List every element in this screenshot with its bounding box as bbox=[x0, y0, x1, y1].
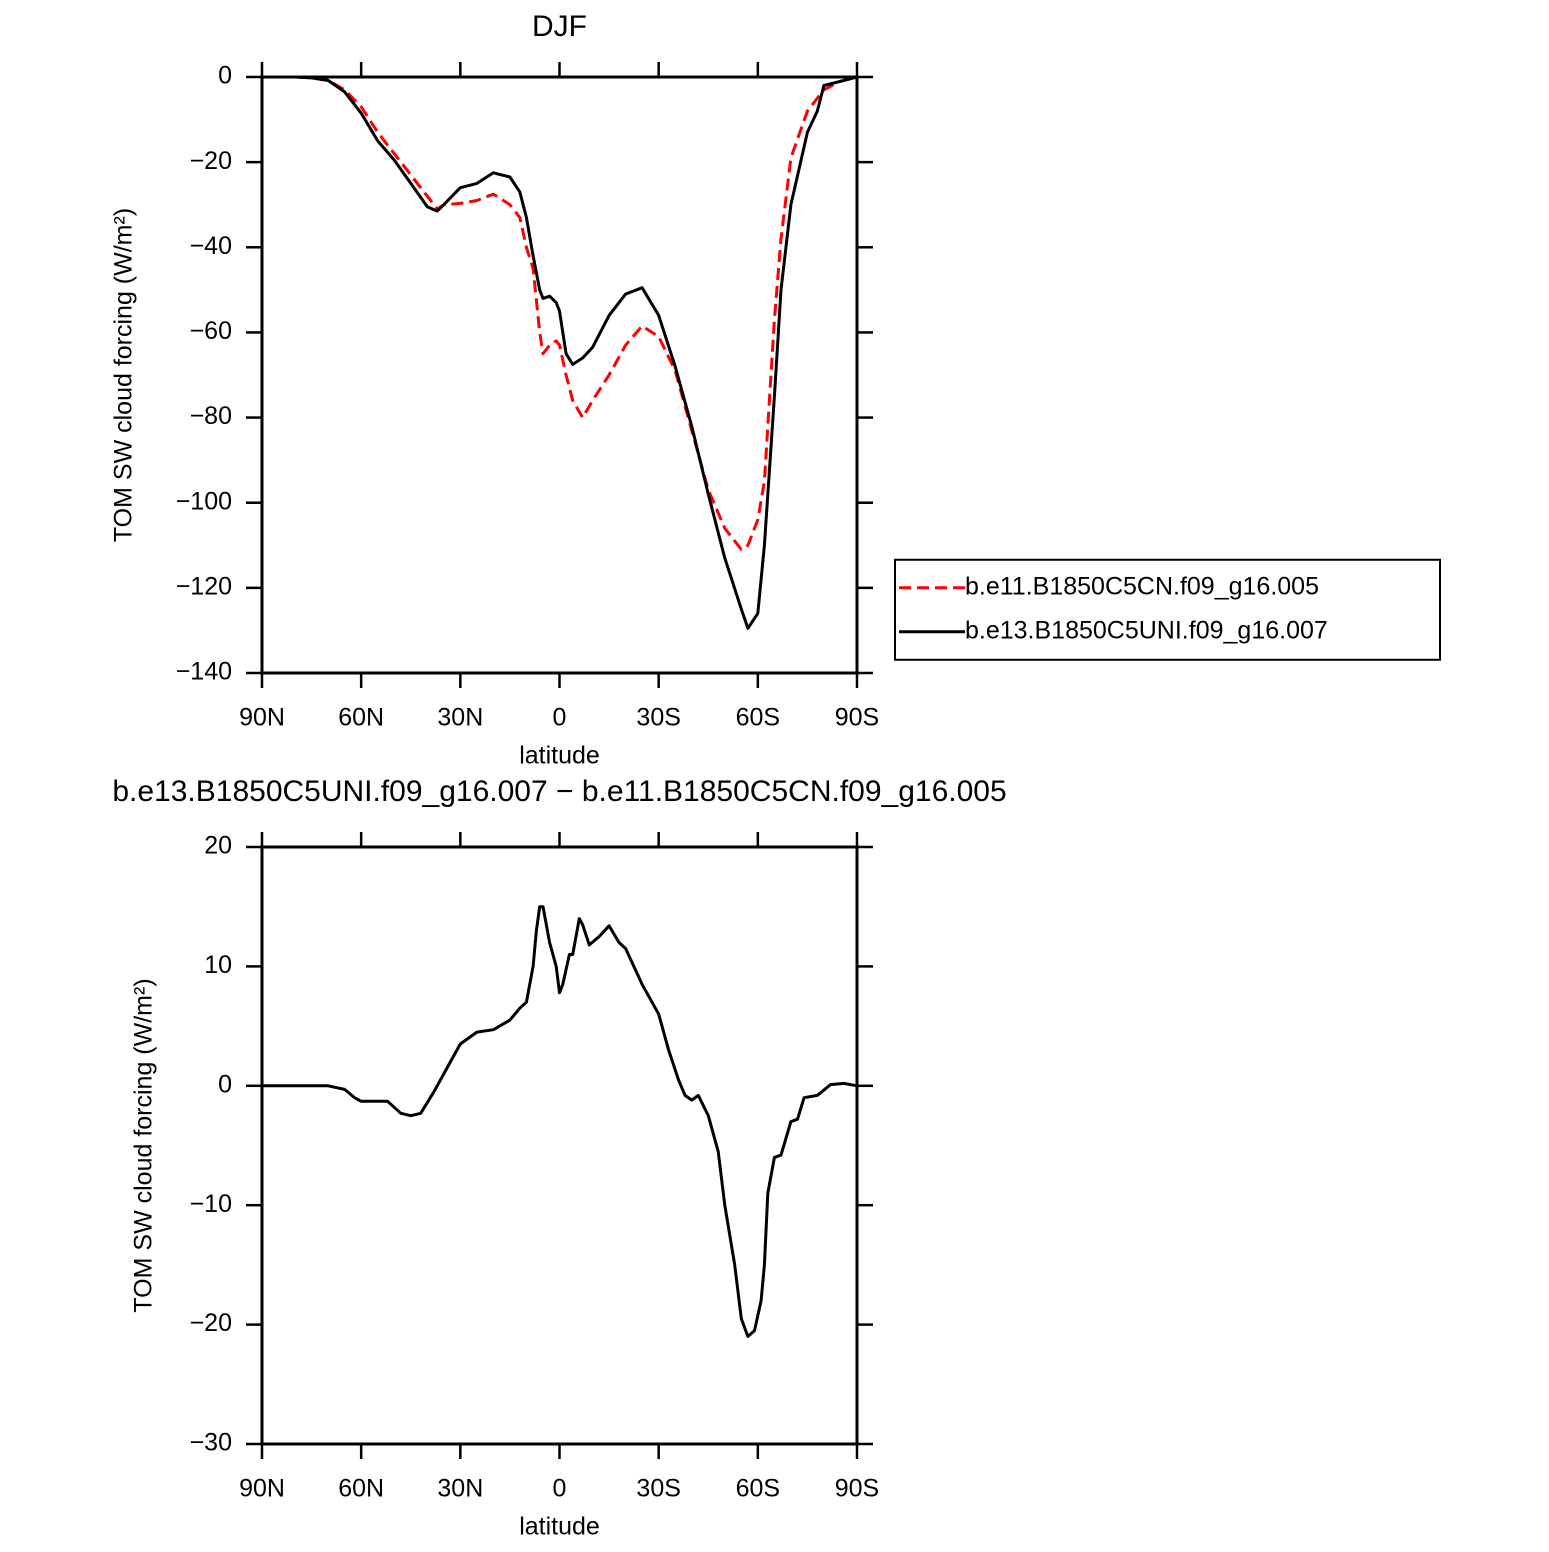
x-axis-label: latitude bbox=[519, 1513, 600, 1541]
y-tick-label: 20 bbox=[204, 832, 232, 860]
x-tick-label: 90S bbox=[835, 1475, 879, 1503]
plot-frame bbox=[260, 75, 859, 675]
y-axis-label: TOM SW cloud forcing (W/m²) bbox=[110, 208, 138, 542]
x-tick-label: 90S bbox=[835, 704, 879, 732]
y-tick-label: −20 bbox=[190, 1309, 232, 1337]
x-tick-label: 30S bbox=[636, 704, 680, 732]
x-tick-label: 30N bbox=[437, 1475, 483, 1503]
legend-label: b.e13.B1850C5UNI.f09_g16.007 bbox=[965, 616, 1328, 644]
data-line bbox=[262, 905, 858, 1338]
x-axis-label: latitude bbox=[519, 742, 600, 770]
y-tick-label: −120 bbox=[176, 572, 232, 600]
x-tick-label: 60S bbox=[736, 1475, 780, 1503]
x-tick-label: 90N bbox=[239, 704, 285, 732]
data-line bbox=[262, 75, 858, 630]
plot-frame bbox=[260, 845, 859, 1446]
x-tick-label: 60S bbox=[736, 704, 780, 732]
y-axis-label: TOM SW cloud forcing (W/m²) bbox=[130, 978, 158, 1312]
legend-box bbox=[894, 558, 1441, 661]
chart-title: DJF bbox=[532, 10, 587, 43]
y-tick-label: 10 bbox=[204, 951, 232, 979]
data-line bbox=[262, 75, 858, 551]
y-tick-label: 0 bbox=[218, 62, 232, 90]
x-tick-label: 90N bbox=[239, 1475, 285, 1503]
x-tick-label: 0 bbox=[553, 704, 567, 732]
legend-label: b.e11.B1850C5CN.f09_g16.005 bbox=[965, 572, 1319, 600]
y-tick-label: −140 bbox=[176, 658, 232, 686]
x-tick-label: 60N bbox=[338, 704, 384, 732]
y-tick-label: −60 bbox=[190, 317, 232, 345]
x-tick-label: 0 bbox=[553, 1475, 567, 1503]
y-tick-label: −80 bbox=[190, 402, 232, 430]
y-tick-label: −100 bbox=[176, 487, 232, 515]
y-tick-label: −40 bbox=[190, 232, 232, 260]
y-tick-label: −10 bbox=[190, 1190, 232, 1218]
y-tick-label: 0 bbox=[218, 1070, 232, 1098]
y-tick-label: −20 bbox=[190, 147, 232, 175]
x-tick-label: 30N bbox=[437, 704, 483, 732]
x-tick-label: 30S bbox=[636, 1475, 680, 1503]
chart-title: b.e13.B1850C5UNI.f09_g16.007 − b.e11.B18… bbox=[112, 775, 1006, 808]
y-tick-label: −30 bbox=[190, 1429, 232, 1457]
x-tick-label: 60N bbox=[338, 1475, 384, 1503]
